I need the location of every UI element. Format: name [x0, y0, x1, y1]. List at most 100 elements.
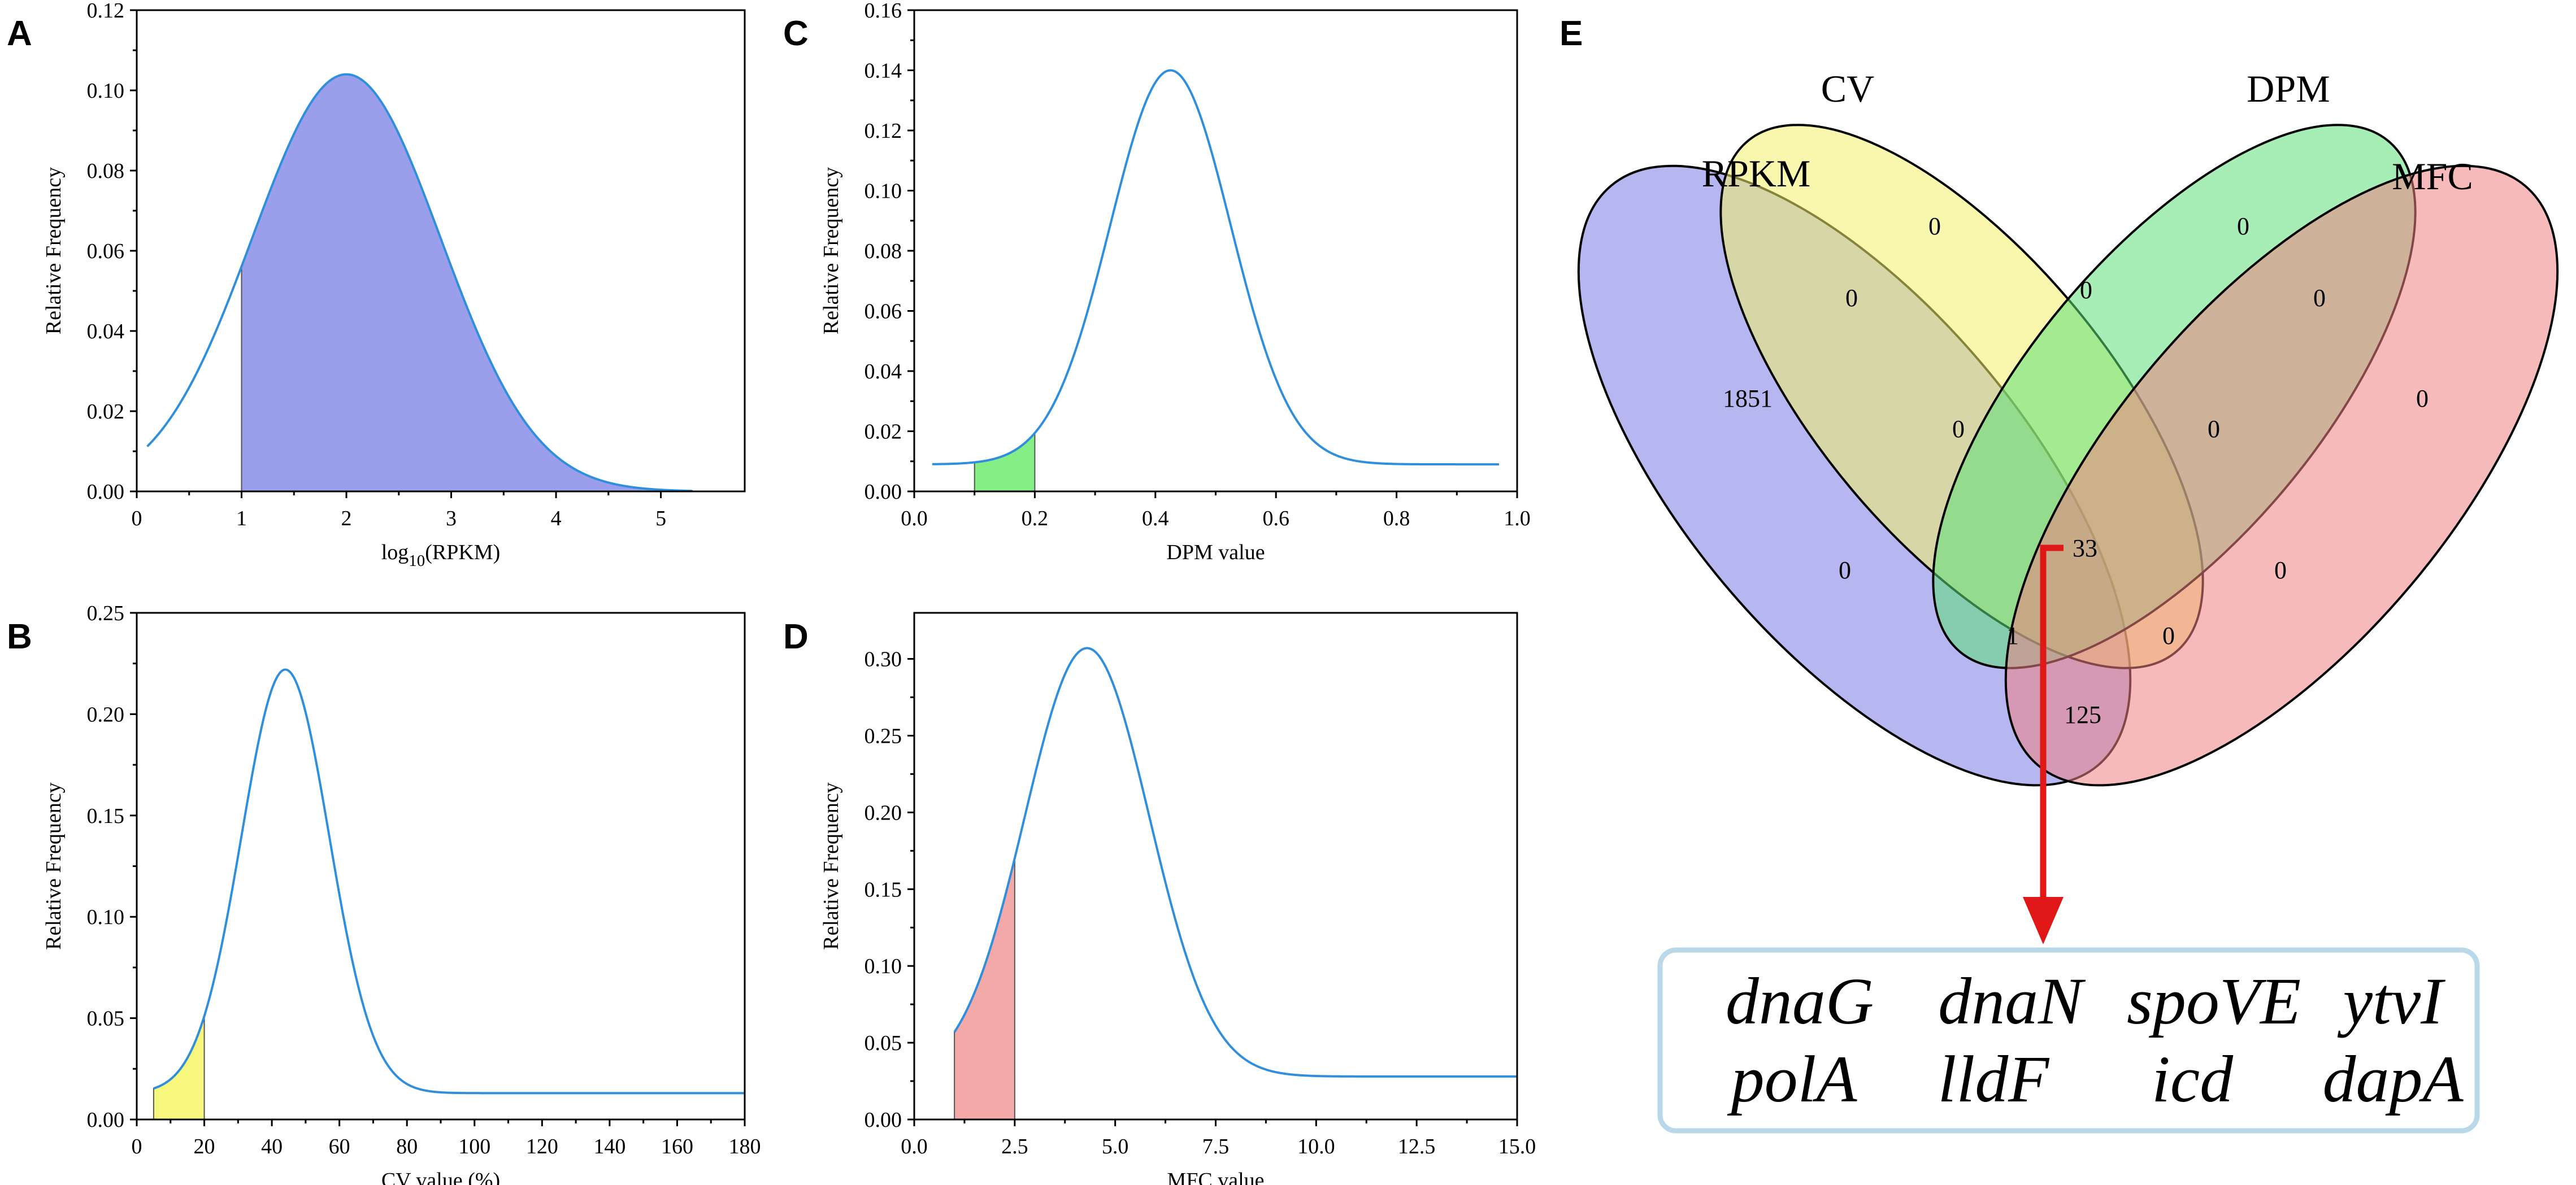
- pc-ytick-label: 0.02: [865, 420, 902, 444]
- venn-count-rpkm-mfc: 125: [2064, 701, 2101, 729]
- pd-ytick-label: 0.25: [865, 724, 902, 748]
- pb-xtick-label: 60: [329, 1135, 350, 1158]
- venn-set-mfc: [2004, 164, 2559, 787]
- pa-y-axis-label: Relative Frequency: [42, 167, 66, 335]
- venn-count-cv-dpm-mfc: 0: [2208, 415, 2220, 443]
- venn-label-cv: CV: [1821, 67, 1874, 110]
- pa-ytick-label: 0.10: [87, 79, 125, 103]
- panel-letter-c: C: [783, 14, 809, 53]
- pc-ytick-label: 0.12: [865, 119, 902, 143]
- gene-1: dnaG: [1726, 964, 1874, 1038]
- pb-xtick-label: 140: [593, 1135, 625, 1158]
- venn-count-rpkm-cv-mfc: 0: [2162, 622, 2175, 650]
- gene-4: ytvI: [2338, 964, 2446, 1038]
- pc-ytick-label: 0.04: [865, 360, 902, 384]
- pa-ytick-label: 0.06: [87, 239, 125, 263]
- pd-xtick-label: 2.5: [1001, 1135, 1028, 1158]
- pa-xtick-label: 2: [341, 507, 352, 530]
- gene-box: [1657, 947, 2480, 1134]
- pd-curve: [953, 647, 1517, 1078]
- pb-xtick-label: 180: [729, 1135, 761, 1158]
- pc-curve: [932, 69, 1499, 466]
- venn-count-cv: 0: [1928, 212, 1941, 240]
- venn-count-rpkm: 1851: [1723, 385, 1773, 412]
- venn-count-rpkm-dpm: 0: [1839, 556, 1851, 584]
- venn-label-mfc: MFC: [2392, 155, 2473, 198]
- pc-y-axis-label: Relative Frequency: [819, 167, 843, 335]
- venn-count-rpkm-cv: 0: [1845, 284, 1858, 312]
- pc-xtick-label: 1.0: [1504, 507, 1531, 530]
- pb-plot-frame: [136, 612, 746, 1121]
- venn-count-rpkm-dpm-mfc: 1: [2006, 622, 2019, 650]
- pa-ytick-label: 0.02: [87, 400, 125, 424]
- pb-xtick-label: 100: [458, 1135, 490, 1158]
- pd-ytick-label: 0.05: [865, 1031, 902, 1055]
- arrow-icon: [2023, 544, 2064, 944]
- pb-ytick-label: 0.05: [87, 1007, 125, 1031]
- venn-count-cv-dpm: 0: [2080, 276, 2092, 304]
- pd-xtick-label: 0.0: [901, 1135, 928, 1158]
- gene-5: polA: [1727, 1042, 1858, 1116]
- pc-ytick-label: 0.00: [865, 480, 902, 504]
- pd-xtick-label: 10.0: [1297, 1135, 1335, 1158]
- pd-ytick-label: 0.10: [865, 955, 902, 978]
- pa-shaded-area: [241, 73, 693, 492]
- pd-xtick-label: 12.5: [1398, 1135, 1436, 1158]
- pa-xtick-label: 4: [551, 507, 562, 530]
- pc-xtick-label: 0.2: [1022, 507, 1049, 530]
- pb-ytick-label: 0.25: [87, 602, 125, 625]
- pb-xtick-label: 20: [194, 1135, 215, 1158]
- pa-xtick-label: 1: [236, 507, 247, 530]
- chart-b: 0 20 40 60 80 100 120 140 160 180 0.00 0.05 0.10 0.15…: [42, 602, 761, 1185]
- gene-6: lldF: [1938, 1042, 2051, 1116]
- chart-d: 0.0 2.5 5.0 7.5 10.0 12.5 15.0 0.00 0.05 0.10 0.15…: [819, 612, 1536, 1185]
- pb-ytick-label: 0.20: [87, 703, 125, 726]
- pc-xtick-label: 0.4: [1142, 507, 1169, 530]
- pb-shaded-area: [153, 1016, 205, 1120]
- pd-ytick-label: 0.00: [865, 1108, 902, 1132]
- venn-count-cv-mfc: 0: [2274, 556, 2287, 584]
- pc-xtick-label: 0.8: [1383, 507, 1410, 530]
- pa-x-axis-label: log10(RPKM): [381, 541, 501, 570]
- pa-xtick-label: 3: [446, 507, 457, 530]
- pb-ytick-label: 0.00: [87, 1108, 125, 1132]
- arrow-head: [2023, 897, 2064, 944]
- pb-curve: [153, 668, 745, 1095]
- venn-count-rpkm-cv-dpm: 0: [1952, 415, 1965, 443]
- chart-c: 0.0 0.2 0.4 0.6 0.8 1.0 0.00 0.02 0.04 0.06 0.08 0.…: [819, 0, 1531, 564]
- chart-a: 0 1 2 3 4 5 0.00 0.02 0.04 0.06 0.08 0.10 0.12 log10(…: [42, 0, 746, 570]
- pa-xtick-label: 0: [132, 507, 142, 530]
- pc-xtick-label: 0.0: [901, 507, 928, 530]
- pc-xtick-label: 0.6: [1262, 507, 1289, 530]
- pd-xtick-label: 5.0: [1102, 1135, 1129, 1158]
- panel-letter-b: B: [7, 617, 32, 656]
- pb-x-axis-label: CV value (%): [381, 1169, 500, 1185]
- pb-y-axis-label: Relative Frequency: [42, 782, 66, 950]
- pd-y-axis-label: Relative Frequency: [819, 782, 843, 950]
- gene-3: spoVE: [2127, 964, 2301, 1038]
- gene-8: dapA: [2322, 1042, 2464, 1116]
- pb-xtick-label: 160: [661, 1135, 693, 1158]
- pa-ytick-label: 0.04: [87, 320, 125, 343]
- pa-ytick-label: 0.00: [87, 480, 125, 504]
- venn-count-dpm: 0: [2237, 212, 2249, 240]
- venn-count-dpm-mfc: 0: [2313, 284, 2326, 312]
- panel-letter-e: E: [1559, 14, 1583, 53]
- panel-letter-a: A: [7, 14, 32, 53]
- arrow-line: [2040, 544, 2064, 904]
- pd-ytick-label: 0.30: [865, 648, 902, 672]
- pb-ytick-label: 0.10: [87, 905, 125, 929]
- pd-ytick-label: 0.15: [865, 878, 902, 901]
- panel-letter-d: D: [783, 617, 809, 656]
- pb-ytick-label: 0.15: [87, 804, 125, 828]
- pa-ytick-label: 0.12: [87, 0, 125, 23]
- pb-xtick-label: 40: [261, 1135, 283, 1158]
- pa-xtick-label: 5: [655, 507, 666, 530]
- pc-ytick-label: 0.14: [865, 59, 902, 83]
- venn-diagram: RPKM CV DPM MFC 1851 0 0 0 0 0 0 0 0 0 0…: [1577, 67, 2559, 1134]
- pb-xtick-label: 0: [132, 1135, 142, 1158]
- venn-label-dpm: DPM: [2247, 67, 2330, 110]
- venn-count-all: 33: [2073, 534, 2097, 562]
- gene-7: icd: [2152, 1042, 2234, 1116]
